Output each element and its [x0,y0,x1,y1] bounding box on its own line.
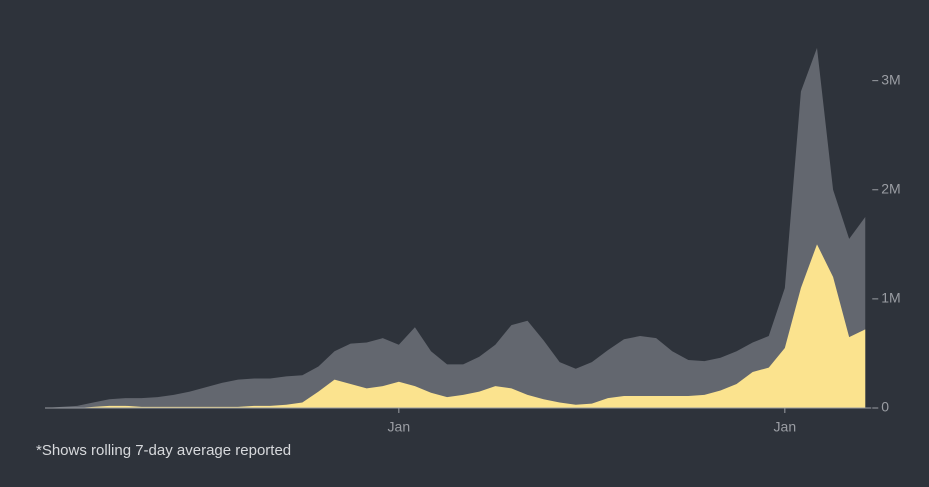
x-tick-label: Jan [774,419,797,435]
y-tick-label: 0 [881,399,889,415]
y-tick-label: 3M [881,71,900,87]
x-tick-label: Jan [388,419,411,435]
area [45,244,866,408]
y-tick-label: 2M [881,180,900,196]
y-tick-label: 1M [881,290,900,306]
footnote: *Shows rolling 7-day average reported [36,442,291,459]
